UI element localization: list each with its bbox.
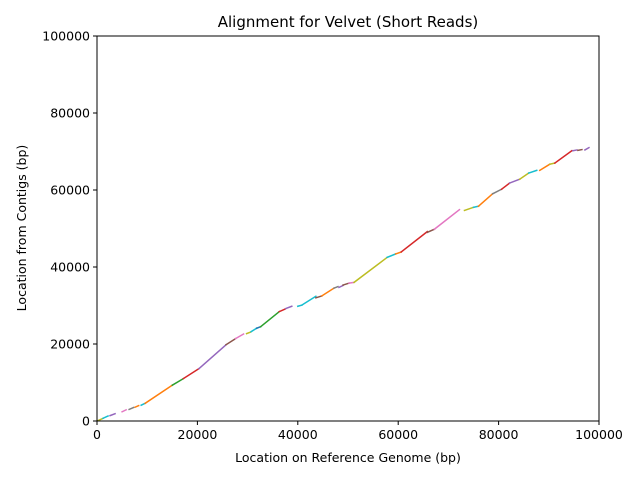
plot-series xyxy=(96,146,590,422)
y-tick-label: 20000 xyxy=(50,337,90,352)
series-line-36 xyxy=(491,188,503,195)
plot-frame xyxy=(96,35,600,422)
series-line-5 xyxy=(134,404,140,409)
series-line-41 xyxy=(538,163,551,172)
series-line-37 xyxy=(500,182,511,191)
series-line-12 xyxy=(234,332,245,340)
series-line-28 xyxy=(386,252,397,259)
series-line-27 xyxy=(352,256,389,284)
series-line-14 xyxy=(250,327,258,333)
series-line-23 xyxy=(332,285,339,290)
series-line-30 xyxy=(400,230,429,254)
series-line-4 xyxy=(128,406,135,411)
series-line-7 xyxy=(144,384,174,405)
y-tick-label: 40000 xyxy=(50,260,90,275)
series-line-35 xyxy=(477,192,494,208)
series-line-32 xyxy=(433,208,461,231)
series-line-33 xyxy=(463,206,475,212)
series-line-39 xyxy=(518,172,530,181)
series-line-25 xyxy=(342,282,350,287)
series-line-45 xyxy=(577,148,583,152)
x-tick-label: 60000 xyxy=(378,427,418,442)
x-axis: 0 20000 40000 60000 80000 100000 xyxy=(93,421,623,442)
series-line-42 xyxy=(548,162,556,166)
x-tick-label: 20000 xyxy=(178,427,218,442)
series-line-40 xyxy=(527,169,538,175)
x-tick-label: 80000 xyxy=(479,427,519,442)
series-line-34 xyxy=(472,205,480,209)
series-line-16 xyxy=(259,310,281,328)
series-line-20 xyxy=(300,295,317,307)
series-line-46 xyxy=(583,146,590,151)
chart-title: Alignment for Velvet (Short Reads) xyxy=(218,13,479,31)
y-tick-label: 60000 xyxy=(50,183,90,198)
series-line-2 xyxy=(109,412,117,417)
series-line-8 xyxy=(171,377,185,387)
series-line-24 xyxy=(337,284,344,289)
y-tick-label: 0 xyxy=(82,414,90,429)
series-line-3 xyxy=(121,408,128,413)
series-line-21 xyxy=(314,294,323,299)
series-line-29 xyxy=(394,251,403,255)
x-axis-label: Location on Reference Genome (bp) xyxy=(235,450,461,465)
series-line-43 xyxy=(553,149,573,165)
series-line-1 xyxy=(102,415,110,420)
series-line-18 xyxy=(284,305,293,310)
series-line-44 xyxy=(572,149,578,152)
series-line-10 xyxy=(197,343,228,370)
series-line-38 xyxy=(508,178,521,185)
series-line-31 xyxy=(426,228,436,234)
series-line-9 xyxy=(182,367,200,380)
series-line-22 xyxy=(320,287,335,297)
series-line-13 xyxy=(245,331,252,335)
series-line-11 xyxy=(224,337,237,346)
series-line-17 xyxy=(278,307,287,313)
y-axis: 0 20000 40000 60000 80000 100000 xyxy=(42,29,97,429)
x-tick-label: 40000 xyxy=(278,427,318,442)
x-tick-label: 0 xyxy=(93,427,101,442)
y-axis-label: Location from Contigs (bp) xyxy=(14,145,29,312)
x-tick-label: 100000 xyxy=(575,427,623,442)
y-tick-label: 100000 xyxy=(42,29,90,44)
y-tick-label: 80000 xyxy=(50,106,90,121)
